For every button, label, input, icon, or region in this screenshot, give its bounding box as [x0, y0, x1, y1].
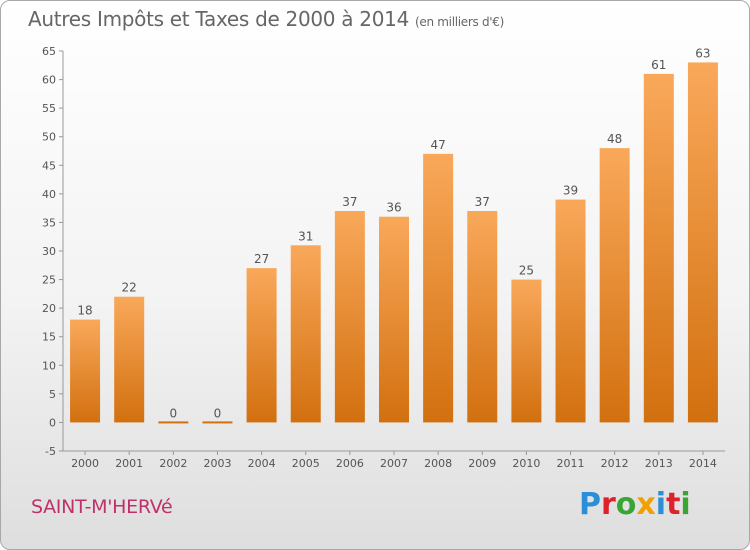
y-tick-label: 65	[42, 45, 56, 58]
y-tick-label: 50	[42, 131, 56, 144]
logo-letter: x	[636, 487, 656, 522]
x-tick-label: 2010	[512, 457, 540, 470]
data-label: 18	[77, 304, 92, 318]
y-tick-label: 20	[42, 302, 56, 315]
logo-letter: P	[579, 487, 601, 522]
y-tick-label: 60	[42, 74, 56, 87]
y-axis: -5 0 5 10 15 20 25 30 35 40 45 50 55 60 65	[42, 45, 64, 458]
bars	[70, 62, 718, 424]
data-label: 0	[170, 406, 178, 420]
data-label: 39	[563, 184, 578, 198]
x-axis: 2000 2001 2002 2003 2004 2005 2006 2007 2008 2009…	[63, 450, 725, 470]
data-label: 22	[122, 281, 137, 295]
logo-letter: t	[666, 487, 681, 522]
bar	[599, 148, 630, 423]
x-tick-label: 2013	[645, 457, 673, 470]
bar	[467, 211, 498, 423]
x-tick-label: 2014	[689, 457, 717, 470]
bar	[643, 73, 674, 423]
bar	[511, 279, 542, 423]
x-tick-label: 2000	[71, 457, 99, 470]
bar	[379, 216, 409, 423]
logo-letter: r	[601, 487, 616, 522]
data-label: 0	[214, 406, 222, 420]
y-tick-label: 40	[42, 188, 56, 201]
x-tick-label: 2001	[115, 457, 143, 470]
y-tick-label: 45	[42, 159, 56, 172]
bar	[114, 296, 145, 423]
x-tick-label: 2012	[601, 457, 629, 470]
data-label: 47	[430, 138, 445, 152]
y-tick-label: 35	[42, 216, 56, 229]
logo-letter: o	[615, 487, 637, 522]
bar	[555, 199, 586, 423]
x-tick-label: 2011	[557, 457, 585, 470]
x-tick-label: 2005	[292, 457, 320, 470]
bar	[334, 211, 365, 423]
proxiti-logo[interactable]: Proxiti	[579, 487, 691, 522]
y-tick-label: 30	[42, 245, 56, 258]
data-label: 37	[475, 195, 490, 209]
chart-subtitle: (en milliers d'€)	[415, 15, 505, 29]
x-tick-label: 2003	[203, 457, 231, 470]
data-label: 27	[254, 252, 269, 266]
data-label: 25	[519, 264, 534, 278]
data-label: 31	[298, 229, 313, 243]
x-tick-label: 2002	[159, 457, 187, 470]
data-label: 48	[607, 132, 622, 146]
x-tick-label: 2008	[424, 457, 452, 470]
y-tick-label: 25	[42, 274, 56, 287]
bar	[202, 421, 233, 424]
y-tick-label: 5	[49, 388, 56, 401]
chart-title: Autres Impôts et Taxes de 2000 à 2014 (en…	[28, 7, 504, 31]
data-labels: 18 22 0 0 27 31 37 36 47 37 25 39 48 61 63	[77, 46, 710, 420]
x-tick-label: 2009	[468, 457, 496, 470]
y-tick-label: 0	[49, 416, 56, 429]
logo-letter: i	[680, 487, 691, 522]
bar	[423, 153, 454, 423]
data-label: 61	[651, 58, 666, 72]
y-tick-label: 10	[42, 359, 56, 372]
bar	[687, 62, 718, 423]
y-tick-label: 55	[42, 102, 56, 115]
place-name: SAINT-M'HERVé	[31, 496, 173, 518]
data-label: 37	[342, 195, 357, 209]
logo-letter: i	[655, 487, 667, 522]
bar	[158, 421, 189, 424]
x-tick-label: 2007	[380, 457, 408, 470]
y-tick-label: -5	[45, 445, 56, 458]
bar	[290, 245, 321, 423]
bar	[70, 319, 101, 423]
bar	[246, 268, 277, 423]
chart-title-text: Autres Impôts et Taxes de 2000 à 2014	[28, 7, 409, 31]
x-tick-label: 2004	[248, 457, 276, 470]
bar-chart: -5 0 5 10 15 20 25 30 35 40 45 50 55 60 65 18 22 0 0 27 31 3…	[42, 45, 725, 470]
data-label: 36	[386, 201, 401, 215]
x-tick-label: 2006	[336, 457, 364, 470]
data-label: 63	[695, 46, 710, 60]
y-tick-label: 15	[42, 331, 56, 344]
